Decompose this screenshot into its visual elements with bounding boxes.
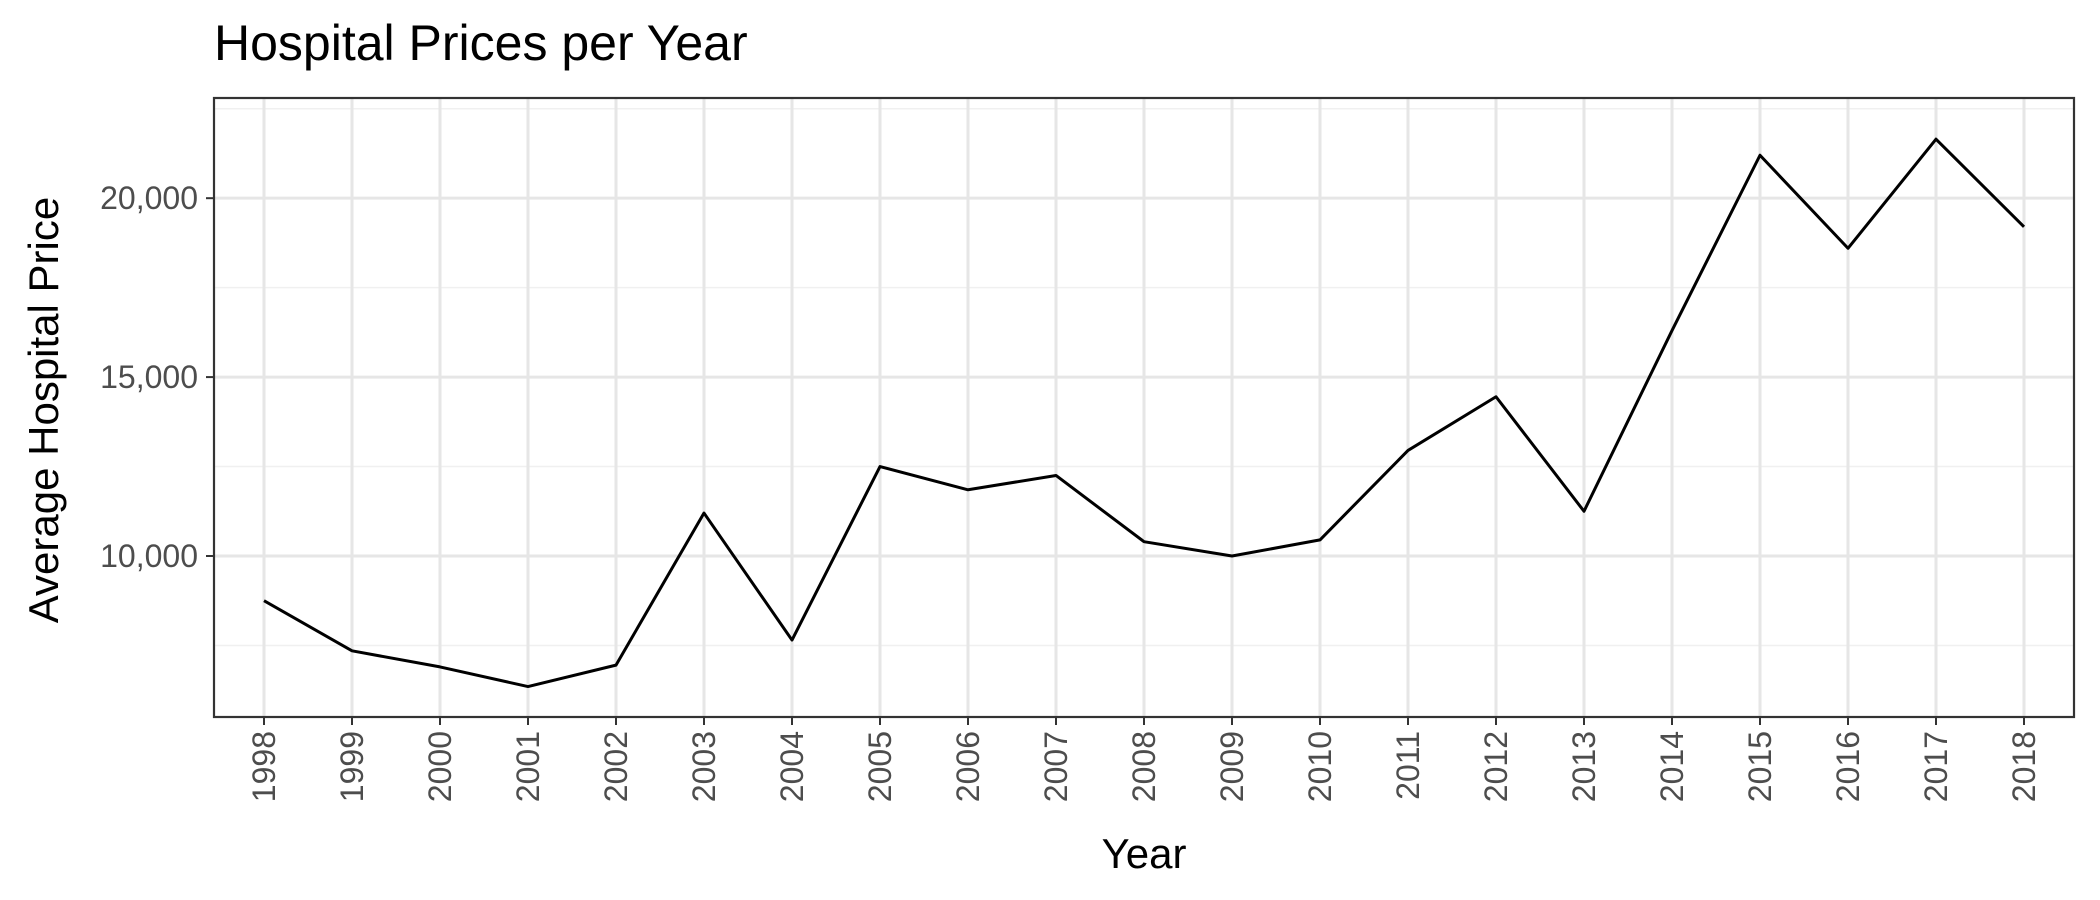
x-tick-label: 2006 xyxy=(950,731,986,802)
x-axis-title: Year xyxy=(1102,830,1187,877)
x-tick-label: 2009 xyxy=(1214,731,1250,802)
x-tick-label: 2002 xyxy=(598,731,634,802)
chart-title: Hospital Prices per Year xyxy=(214,15,748,71)
ticks-layer: 10,000 15,000 20,000 1998 1999 2000 2001 2002 20… xyxy=(100,180,2042,802)
y-tick-label: 20,000 xyxy=(100,180,198,216)
x-tick-label: 2016 xyxy=(1830,731,1866,802)
x-tick-label: 2008 xyxy=(1126,731,1162,802)
x-tick-label: 2007 xyxy=(1038,731,1074,802)
x-tick-label: 2018 xyxy=(2006,731,2042,802)
x-tick-label: 1998 xyxy=(246,731,282,802)
y-tick-label: 10,000 xyxy=(100,538,198,574)
x-tick-label: 1999 xyxy=(334,731,370,802)
x-tick-label: 2017 xyxy=(1918,731,1954,802)
series-line xyxy=(263,137,2026,689)
series-layer xyxy=(263,137,2026,689)
grid-layer xyxy=(214,98,2074,717)
y-axis-title: Average Hospital Price xyxy=(20,197,67,623)
x-tick-label: 2013 xyxy=(1566,731,1602,802)
y-tick-label: 15,000 xyxy=(100,359,198,395)
x-tick-label: 2015 xyxy=(1742,731,1778,802)
x-tick-label: 2004 xyxy=(774,731,810,802)
x-tick-label: 2001 xyxy=(510,731,546,802)
x-tick-label: 2005 xyxy=(862,731,898,802)
x-tick-label: 2000 xyxy=(422,731,458,802)
x-tick-label: 2010 xyxy=(1302,731,1338,802)
x-tick-label: 2003 xyxy=(686,731,722,802)
x-tick-label: 2011 xyxy=(1390,731,1426,800)
x-tick-label: 2012 xyxy=(1478,731,1514,802)
x-tick-label: 2014 xyxy=(1654,731,1690,802)
